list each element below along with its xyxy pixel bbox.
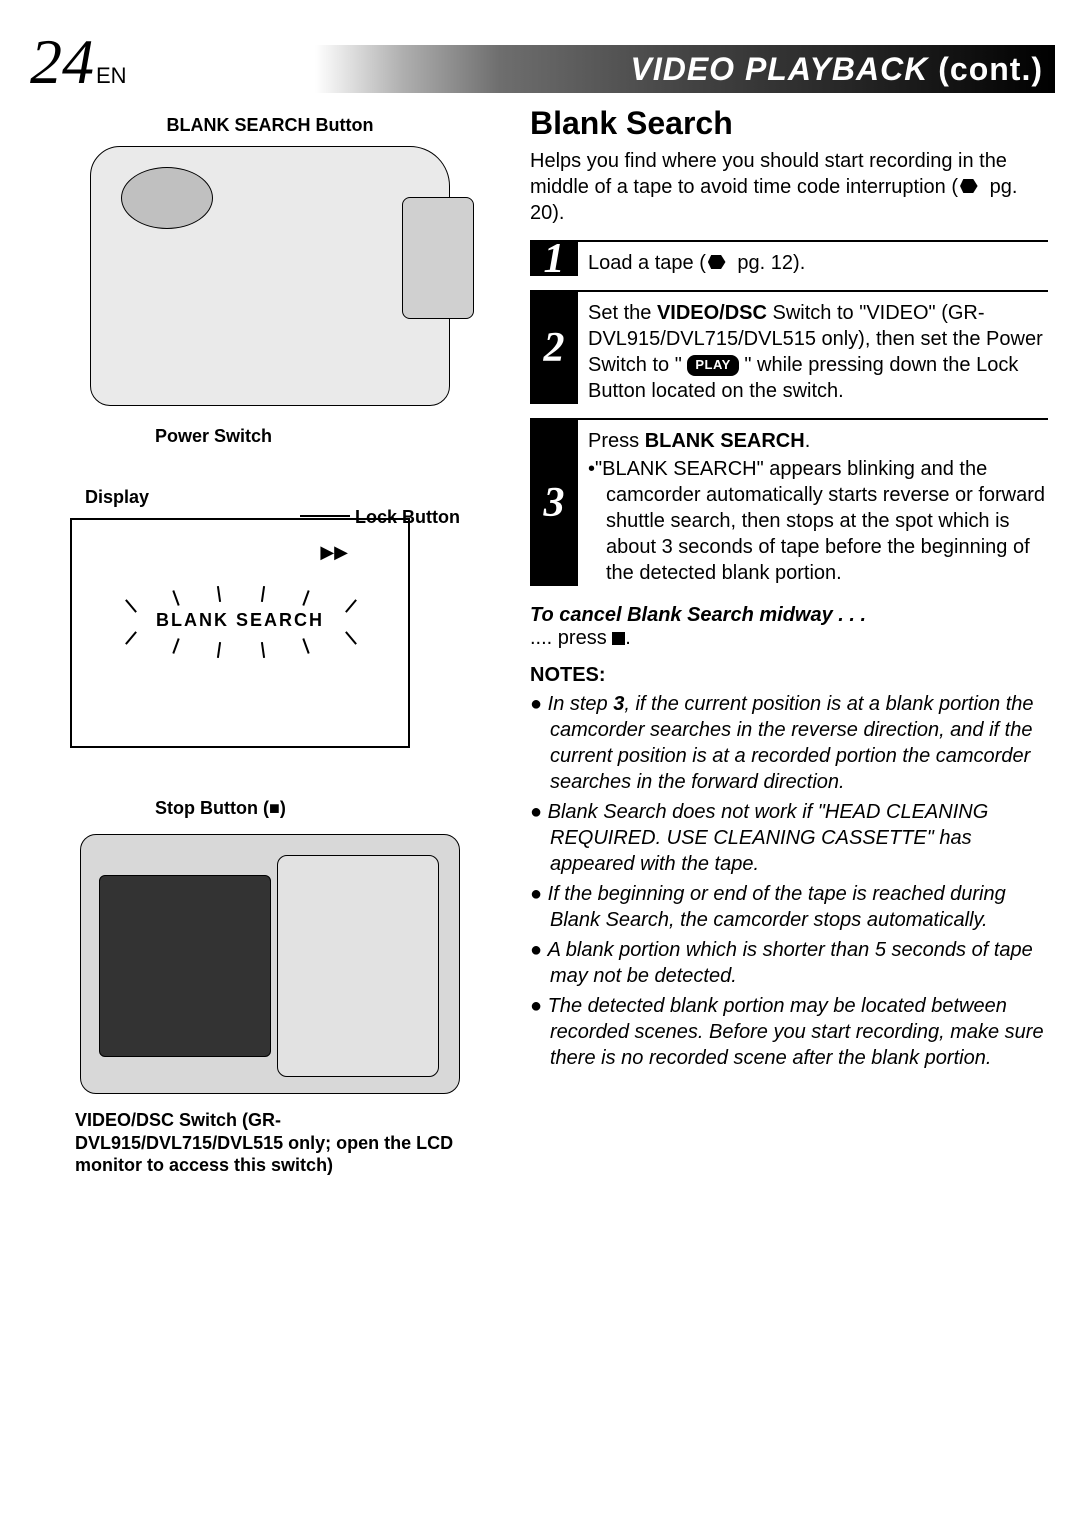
- section-intro: Helps you find where you should start re…: [530, 148, 1048, 226]
- intro-text: Helps you find where you should start re…: [530, 150, 1007, 198]
- step-2-text: Set the VIDEO/DSC Switch to "VIDEO" (GR-…: [588, 300, 1048, 404]
- title-main: VIDEO PLAYBACK (cont.): [630, 51, 1043, 88]
- page-ref-icon: [706, 255, 732, 269]
- step-number-box: 3: [530, 420, 578, 586]
- cancel-text-b: .: [625, 627, 631, 649]
- step-3: 3 Press BLANK SEARCH. •"BLANK SEARCH" ap…: [530, 418, 1048, 586]
- title-text-cont: (cont.): [928, 51, 1043, 87]
- title-text-main: VIDEO PLAYBACK: [630, 51, 928, 87]
- power-switch-label: Power Switch: [155, 426, 485, 447]
- step-2-text-b: VIDEO/DSC: [657, 302, 767, 324]
- page-number-wrap: 24EN: [30, 25, 127, 99]
- step-1-text-a: Load a tape (: [588, 252, 706, 274]
- leader-line: [300, 515, 350, 517]
- blank-search-osd-text: BLANK SEARCH: [156, 610, 324, 630]
- page-lang: EN: [96, 63, 127, 88]
- display-mockup: ▶▶ BLANK SEARCH: [70, 518, 410, 748]
- step-2-text-a: Set the: [588, 302, 657, 324]
- cancel-text-a: .... press: [530, 627, 612, 649]
- note-item: A blank portion which is shorter than 5 …: [530, 937, 1048, 989]
- step-3-text-c: .: [805, 430, 811, 452]
- step-1-text-b: pg. 12).: [732, 252, 805, 274]
- fast-forward-icon: ▶▶: [320, 542, 348, 563]
- left-column: BLANK SEARCH Button Lock Button Power Sw…: [55, 115, 485, 1177]
- step-3-text-a: Press: [588, 430, 645, 452]
- step-1-number: 1: [544, 235, 565, 283]
- blank-search-osd: BLANK SEARCH: [92, 610, 388, 631]
- right-column: Blank Search Helps you find where you sh…: [530, 105, 1048, 1071]
- cancel-text: .... press .: [530, 627, 1048, 650]
- note-item: Blank Search does not work if "HEAD CLEA…: [530, 799, 1048, 877]
- step-2: 2 Set the VIDEO/DSC Switch to "VIDEO" (G…: [530, 290, 1048, 404]
- step-number-box: 1: [530, 242, 578, 276]
- note-1-pre: In step: [548, 693, 614, 715]
- camcorder-illustration-top: [90, 146, 450, 406]
- video-dsc-switch-label: VIDEO/DSC Switch (GR-DVL915/DVL715/DVL51…: [75, 1109, 485, 1177]
- page-number: 24: [30, 26, 94, 97]
- play-pill-icon: PLAY: [687, 355, 738, 376]
- camcorder-illustration-bottom: [80, 834, 460, 1094]
- step-number-box: 2: [530, 292, 578, 404]
- header: 24EN VIDEO PLAYBACK (cont.): [0, 30, 1080, 95]
- notes-list: In step 3, if the current position is at…: [530, 691, 1048, 1071]
- stop-icon: [612, 632, 625, 645]
- title-bar: VIDEO PLAYBACK (cont.): [315, 45, 1055, 93]
- notes-title: NOTES:: [530, 664, 1048, 687]
- step-1-text: Load a tape ( pg. 12).: [588, 250, 1048, 276]
- stop-button-label: Stop Button (■): [155, 798, 485, 819]
- blank-search-button-label: BLANK SEARCH Button: [55, 115, 485, 136]
- step-3-text-b: BLANK SEARCH: [645, 430, 805, 452]
- step-3-text: Press BLANK SEARCH.: [588, 428, 1048, 454]
- display-label: Display: [85, 487, 485, 508]
- cancel-title: To cancel Blank Search midway . . .: [530, 604, 1048, 627]
- page-ref-icon: [958, 179, 984, 193]
- step-3-number: 3: [544, 479, 565, 527]
- note-1-bold: 3: [613, 693, 624, 715]
- step-2-number: 2: [544, 324, 565, 372]
- step-1: 1 Load a tape ( pg. 12).: [530, 240, 1048, 276]
- note-item: If the beginning or end of the tape is r…: [530, 881, 1048, 933]
- section-title: Blank Search: [530, 105, 1048, 142]
- note-item: In step 3, if the current position is at…: [530, 691, 1048, 795]
- note-item: The detected blank portion may be locate…: [530, 993, 1048, 1071]
- step-3-bullet: •"BLANK SEARCH" appears blinking and the…: [588, 456, 1048, 586]
